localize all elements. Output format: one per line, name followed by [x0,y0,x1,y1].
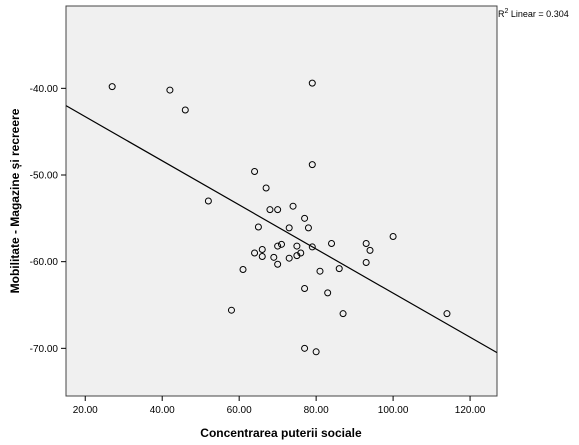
data-point [324,289,332,297]
data-point [362,259,370,267]
data-point [239,265,247,273]
data-point [293,252,301,260]
data-point [108,83,116,91]
data-point [308,161,316,169]
x-tick-label: 100.00 [378,405,409,416]
data-point [262,184,270,192]
data-point [312,348,320,356]
data-point [258,246,266,254]
data-point [308,79,316,87]
y-tick-label: -70.00 [30,344,59,355]
data-point [289,202,297,210]
x-tick-label: 120.00 [455,405,486,416]
y-axis-title: Mobilitate - Magazine și recreere [8,108,22,293]
data-point [389,233,397,241]
data-point [270,253,278,261]
x-tick-label: 60.00 [227,405,252,416]
data-point [258,252,266,260]
fit-line [65,105,498,354]
plot-area [65,5,498,397]
data-point [316,267,324,275]
x-axis: 20.00 40.00 60.00 80.00 100.00 120.00 [73,396,486,416]
data-point [328,239,336,247]
data-points-layer [108,79,451,356]
data-point [251,249,259,257]
data-point [285,224,293,232]
data-point [251,168,259,176]
data-point [266,206,274,214]
data-point [274,242,282,250]
fit-line-layer [65,105,498,354]
r2-annotation: R2 Linear = 0.304 [498,8,569,19]
data-point [362,239,370,247]
y-axis: -40.00 -50.00 -60.00 -70.00 [30,84,66,355]
data-point [301,214,309,222]
data-point [301,344,309,352]
data-point [304,224,312,232]
data-point [204,197,212,205]
data-point [166,86,174,94]
data-point [181,106,189,114]
data-point [366,246,374,254]
x-tick-label: 40.00 [150,405,175,416]
data-point [335,265,343,273]
data-point [227,306,235,314]
data-point [293,242,301,250]
data-point [301,285,309,293]
data-point [274,260,282,268]
data-point [278,240,285,248]
data-point [254,223,262,231]
data-point [443,310,451,318]
data-point [339,310,347,318]
y-tick-label: -60.00 [30,257,59,268]
y-tick-label: -40.00 [30,84,59,95]
data-point [285,254,293,262]
x-tick-label: 20.00 [73,405,98,416]
x-tick-label: 80.00 [304,405,329,416]
x-axis-title: Concentrarea puterii sociale [200,426,362,440]
data-point [274,206,282,214]
y-tick-label: -50.00 [30,171,59,182]
data-point [308,243,316,251]
